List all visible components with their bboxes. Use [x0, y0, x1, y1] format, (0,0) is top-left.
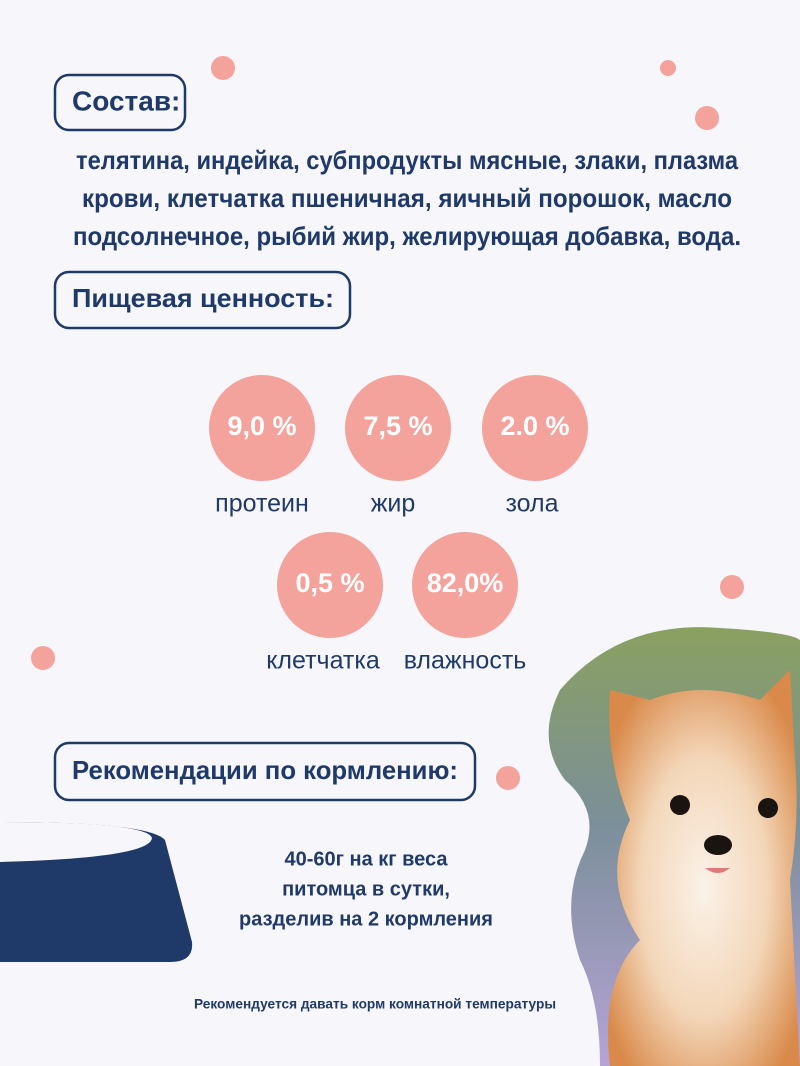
composition-line: телятина, индейка, субпродукты мясные, з…	[76, 145, 738, 175]
nutrition: 9,0 % протеин 7,5 % жир 2.0 % зола 0,5 %…	[209, 375, 588, 675]
label: зола	[505, 490, 558, 518]
heading-box	[53, 270, 352, 330]
heading: Пищевая ценность:	[72, 283, 334, 313]
value: 9,0 %	[227, 411, 296, 441]
decor-dots	[31, 56, 744, 790]
feeding-line: питомца в сутки,	[282, 878, 450, 900]
value-circle	[209, 375, 315, 481]
composition-line: крови, клетчатка пшеничная, яичный порош…	[82, 183, 732, 213]
value: 0,5 %	[295, 568, 364, 598]
heading: Состав:	[72, 85, 180, 116]
label: жир	[371, 490, 416, 518]
value-circle	[345, 375, 451, 481]
value: 7,5 %	[363, 411, 432, 441]
label: влажность	[404, 647, 527, 675]
value-circle	[412, 532, 518, 638]
heading-box	[53, 73, 187, 132]
bowl	[0, 822, 193, 962]
value-circle	[482, 375, 588, 481]
feeding-line: 40-60г на кг веса	[284, 848, 448, 870]
dog-photo	[548, 627, 800, 1066]
note: Рекомендуется давать корм комнатной темп…	[194, 996, 556, 1012]
feeding-line: разделив на 2 кормления	[239, 908, 493, 930]
value: 82,0%	[427, 568, 504, 598]
heading-box	[53, 741, 477, 802]
value: 2.0 %	[500, 411, 569, 441]
label: протеин	[215, 490, 309, 518]
heading: Рекомендации по кормлению:	[72, 755, 458, 785]
value-circle	[277, 532, 383, 638]
composition-line: подсолнечное, рыбий жир, желирующая доба…	[73, 221, 741, 251]
label: клетчатка	[266, 647, 380, 675]
